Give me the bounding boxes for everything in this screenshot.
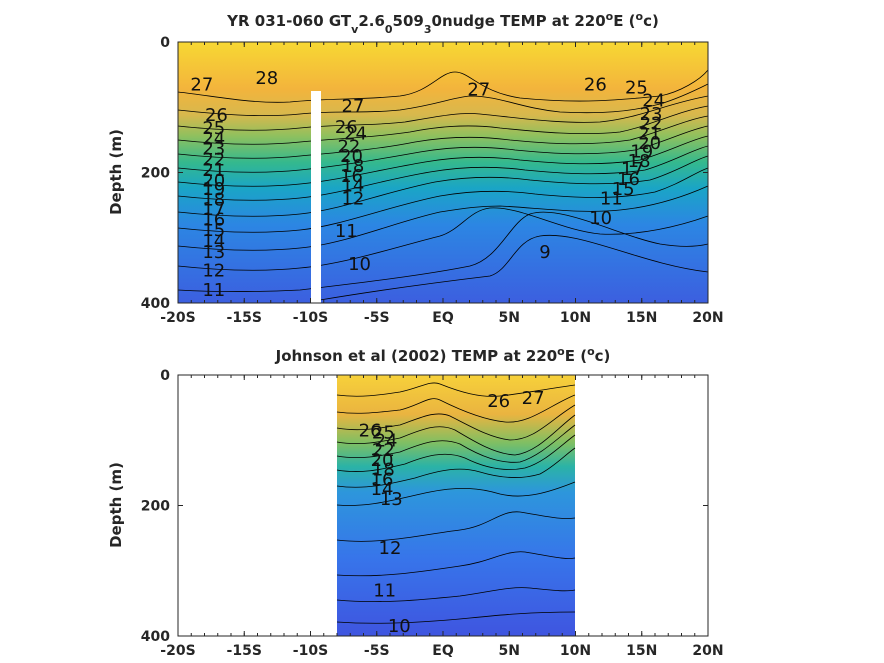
contour-label: 15 [612,179,635,200]
contour-label: 22 [372,440,395,461]
x-tick-label: -10S [293,643,328,659]
x-tick-label: -20S [160,310,195,326]
contour-label: 13 [202,242,225,263]
y-tick-label: 200 [141,499,170,515]
x-tick-label: 20N [692,310,723,326]
y-tick-label: 400 [141,629,170,645]
contour-label: 27 [467,80,490,101]
contour-label: 21 [638,123,661,144]
contour-label: 19 [630,142,653,163]
contour-label: 24 [344,123,367,144]
axes-ticks: -20S -15S -10S -5S EQ 5N 10N 15N 20N 0 200 400 [141,368,724,659]
x-tick-label: EQ [432,310,454,326]
contour-label: 11 [202,280,225,301]
contour-label: 24 [642,91,665,112]
data-gap-mask [311,91,321,304]
contour-label: 18 [341,156,364,177]
contour-label: 25 [202,118,225,139]
contour-label: 20 [371,450,394,471]
x-tick-label: 5N [499,310,520,326]
contour-label: 14 [341,176,364,197]
contour-label: 16 [371,469,394,490]
x-tick-label: 15N [626,310,657,326]
contour-label: 14 [371,479,394,500]
contour-label: 22 [337,136,360,157]
contour-label: 14 [202,231,225,252]
contour-label: 25 [625,78,648,99]
contour-label: 11 [335,221,358,242]
contour-label: 18 [202,189,225,210]
contour-label: 20 [638,133,661,154]
contour-label: 9 [539,242,550,263]
panel-model-title: YR 031-060 GTv2.6050930nudge TEMP at 220… [226,10,659,36]
contour-label: 25 [372,422,395,443]
contour-label: 20 [202,170,225,191]
x-tick-label: -10S [293,310,328,326]
x-tick-label: 15N [626,643,657,659]
contour-label: 10 [388,616,411,637]
contour-label: 27 [341,96,364,117]
x-tick-label: EQ [432,643,454,659]
contour-label: 26 [205,105,228,126]
contour-label: 13 [380,489,403,510]
x-tick-label: -20S [160,643,195,659]
contour-label: 17 [202,199,225,220]
contour-label: 10 [589,208,612,229]
contour-label: 10 [348,254,371,275]
contour-labels: 2827262524232221201918171615141312112726… [190,68,665,301]
y-axis-label: Depth (m) [107,129,125,215]
x-tick-label: -5S [364,643,390,659]
panel-observations: Johnson et al (2002) TEMP at 220oE (oc) … [107,345,724,660]
x-tick-label: 10N [560,310,591,326]
contour-label: 22 [640,114,663,135]
contour-lines [336,382,576,624]
contour-label: 12 [379,538,402,559]
y-tick-label: 400 [141,296,170,312]
y-tick-label: 200 [141,166,170,182]
contour-label: 20 [340,146,363,167]
contour-label: 22 [202,149,225,170]
panel-model: YR 031-060 GTv2.6050930nudge TEMP at 220… [107,10,724,327]
x-tick-label: 10N [560,643,591,659]
contour-label: 18 [372,460,395,481]
contour-label: 18 [628,151,651,172]
contour-label: 11 [373,580,396,601]
contour-label: 11 [600,189,623,210]
contour-label: 15 [202,220,225,241]
contour-label: 24 [202,129,225,150]
contour-label: 16 [202,209,225,230]
contour-label: 26 [335,117,358,138]
axes-ticks: -20S -15S -10S -5S EQ 5N 10N 15N 20N 0 200 400 [141,35,724,326]
x-tick-label: 20N [692,643,723,659]
contour-label: 26 [487,391,510,412]
contour-label: 26 [359,420,382,441]
x-tick-label: -5S [364,310,390,326]
contour-label: 17 [621,159,644,180]
y-axis-label: Depth (m) [107,462,125,548]
contour-label: 23 [202,138,225,159]
contour-lines [177,69,709,301]
contour-label: 27 [190,74,213,95]
x-tick-label: -15S [227,310,262,326]
contour-label: 16 [617,169,640,190]
contour-label: 16 [340,166,363,187]
contour-label: 24 [375,430,398,451]
contour-label: 28 [255,68,278,89]
contour-label: 26 [584,74,607,95]
contour-label: 12 [202,260,225,281]
contour-label: 27 [522,388,545,409]
contour-label: 23 [640,104,663,125]
temperature-field [337,375,575,636]
contour-label: 21 [202,160,225,181]
panel-obs-title: Johnson et al (2002) TEMP at 220oE (oc) [275,345,611,366]
x-tick-label: -15S [227,643,262,659]
x-tick-label: 5N [499,643,520,659]
contour-label: 19 [202,179,225,200]
contour-label: 12 [341,189,364,210]
y-tick-label: 0 [160,35,170,51]
y-tick-label: 0 [160,368,170,384]
